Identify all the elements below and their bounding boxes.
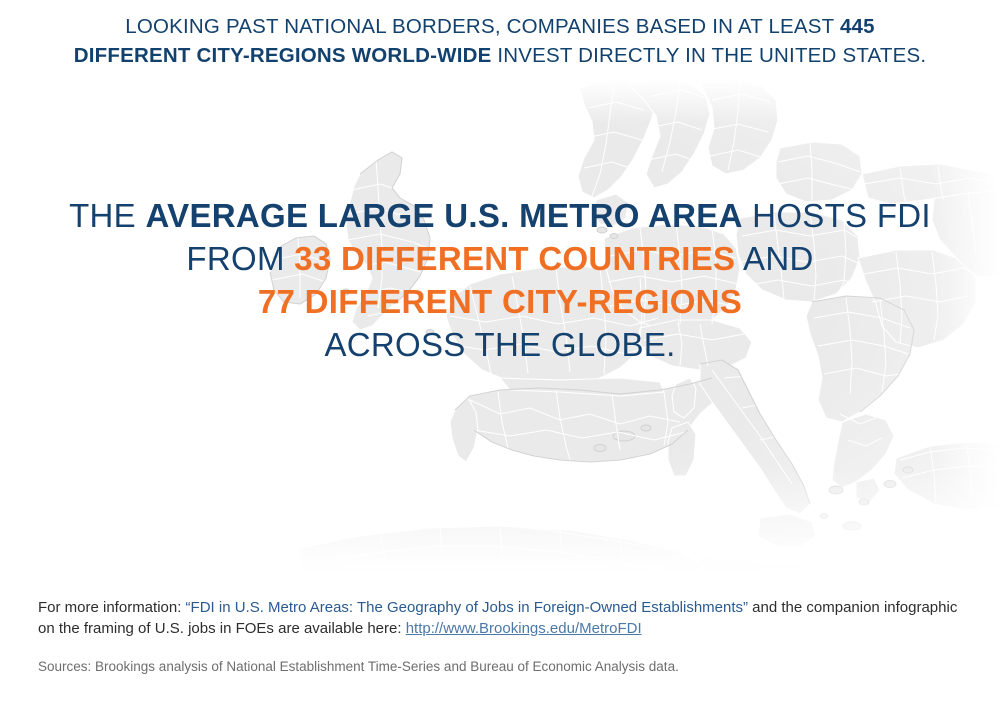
top-headline-line-1: LOOKING PAST NATIONAL BORDERS, COMPANIES… bbox=[0, 12, 1000, 41]
statement-average-large-metro: AVERAGE LARGE U.S. METRO AREA bbox=[145, 197, 743, 234]
footer-note-prefix: For more information: bbox=[38, 599, 186, 616]
top-headline: LOOKING PAST NATIONAL BORDERS, COMPANIES… bbox=[0, 12, 1000, 70]
footer-metrofdi-link[interactable]: http://www.Brookings.edu/MetroFDI bbox=[405, 620, 642, 637]
main-statement: THE AVERAGE LARGE U.S. METRO AREA HOSTS … bbox=[0, 194, 1000, 366]
top-headline-line-2: DIFFERENT CITY-REGIONS WORLD-WIDE INVEST… bbox=[0, 41, 1000, 70]
sources-line: Sources: Brookings analysis of National … bbox=[38, 659, 679, 674]
statement-line-4: ACROSS THE GLOBE. bbox=[324, 326, 676, 363]
statement-stat-33-countries: 33 DIFFERENT COUNTRIES bbox=[294, 240, 736, 277]
top-headline-line-1-prefix: LOOKING PAST NATIONAL BORDERS, COMPANIES… bbox=[125, 15, 840, 38]
footer-report-title: “FDI in U.S. Metro Areas: The Geography … bbox=[185, 599, 749, 616]
statement-line-1-prefix: THE bbox=[69, 197, 146, 234]
top-headline-line-2-suffix: INVEST DIRECTLY IN THE UNITED STATES. bbox=[491, 44, 927, 67]
footer: For more information: “FDI in U.S. Metro… bbox=[38, 597, 968, 676]
statement-line-2-suffix: AND bbox=[735, 240, 814, 277]
statement-line-1: THE AVERAGE LARGE U.S. METRO AREA HOSTS … bbox=[0, 194, 1000, 237]
statement-line-2-prefix: FROM bbox=[186, 240, 295, 277]
top-headline-line-2-strong: DIFFERENT CITY-REGIONS WORLD-WIDE bbox=[73, 44, 492, 67]
statement-line-2: FROM 33 DIFFERENT COUNTRIES AND bbox=[0, 237, 1000, 280]
statement-line-1-suffix: HOSTS FDI bbox=[742, 197, 931, 234]
top-headline-stat-445: 445 bbox=[839, 15, 875, 38]
statement-stat-77-city-regions: 77 DIFFERENT CITY-REGIONS bbox=[257, 283, 743, 320]
statement-line-3: 77 DIFFERENT CITY-REGIONS bbox=[0, 280, 1000, 323]
footer-note: For more information: “FDI in U.S. Metro… bbox=[38, 597, 968, 639]
footer-note-middle: and the companion infographic on the fra… bbox=[38, 599, 958, 637]
